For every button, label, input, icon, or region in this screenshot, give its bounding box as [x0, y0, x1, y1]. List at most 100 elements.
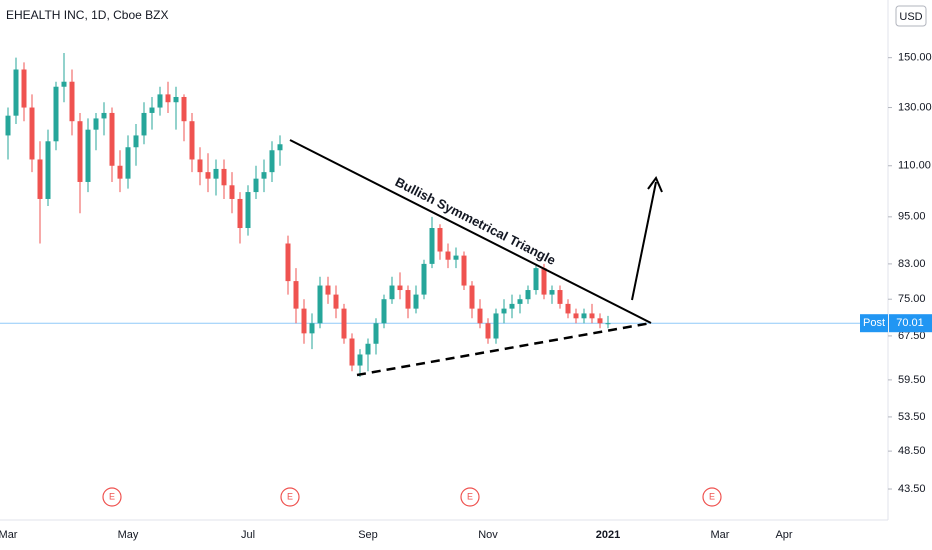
- candle-body: [301, 308, 307, 334]
- candle-body: [269, 150, 275, 173]
- candle-body: [213, 168, 219, 179]
- currency-box[interactable]: [895, 5, 927, 27]
- earnings-marker: [102, 487, 122, 507]
- candle-body: [13, 69, 19, 116]
- candle-body: [53, 86, 59, 142]
- candle-body: [413, 294, 419, 309]
- candle-body: [61, 81, 67, 87]
- candle-body: [69, 81, 75, 122]
- candle-body: [253, 178, 259, 193]
- candle-body: [365, 343, 371, 355]
- y-tick-label: 43.50: [898, 483, 926, 495]
- candle-body: [373, 323, 379, 344]
- post-label-box: [860, 314, 888, 333]
- y-tick-label: 53.50: [898, 411, 926, 423]
- price-label-box: [889, 314, 932, 333]
- candle-body: [29, 107, 35, 160]
- candle-body: [5, 115, 11, 136]
- candle-body: [501, 308, 507, 314]
- candle-body: [293, 281, 299, 309]
- candle-body: [485, 323, 491, 339]
- candle-body: [109, 112, 115, 166]
- candle-body: [309, 323, 315, 334]
- candle-body: [421, 263, 427, 295]
- candle-body: [85, 129, 91, 182]
- candle-body: [533, 268, 539, 291]
- candle-body: [173, 96, 179, 103]
- candle-body: [445, 251, 451, 260]
- candle-body: [597, 318, 603, 324]
- candle-body: [325, 285, 331, 295]
- candle-body: [285, 243, 291, 282]
- candle-body: [317, 285, 323, 324]
- post-label: Post: [863, 317, 885, 329]
- x-tick-label: Mar: [0, 529, 18, 541]
- candle-body: [125, 147, 131, 179]
- y-tick-label: 150.00: [898, 52, 932, 64]
- y-tick-label: 83.00: [898, 258, 926, 270]
- candle-body: [389, 285, 395, 300]
- candle-body: [477, 308, 483, 324]
- candle-body: [245, 192, 251, 229]
- arrow-head: [647, 175, 663, 193]
- plot: [0, 53, 888, 377]
- x-tick-label: Mar: [711, 529, 730, 541]
- candle-body: [117, 165, 123, 179]
- candle-body: [581, 313, 587, 319]
- candle-body: [493, 313, 499, 339]
- candle-body: [429, 228, 435, 264]
- candle-body: [333, 294, 339, 309]
- candle-body: [589, 313, 595, 319]
- candle-body: [45, 141, 51, 199]
- candle-body: [557, 290, 563, 304]
- candle-body: [157, 94, 163, 108]
- x-tick-label: Apr: [775, 529, 792, 541]
- y-tick-label: 75.00: [898, 293, 926, 305]
- candle-body: [525, 290, 531, 300]
- candle-body: [469, 285, 475, 309]
- y-tick-label: 95.00: [898, 211, 926, 223]
- candle-body: [101, 112, 107, 119]
- candle-body: [229, 185, 235, 199]
- candle-body: [277, 144, 283, 151]
- breakout-arrow: [631, 181, 657, 301]
- chart-title: EHEALTH INC, 1D, Cboe BZX: [6, 8, 169, 22]
- x-tick-label: May: [118, 529, 139, 541]
- candle-body: [605, 323, 611, 325]
- earnings-marker: [702, 487, 722, 507]
- x-tick-label: Nov: [478, 529, 498, 541]
- candle-body: [149, 107, 155, 113]
- candle-body: [181, 96, 187, 122]
- earnings-label: E: [109, 491, 115, 501]
- candle-body: [405, 290, 411, 309]
- candle-body: [77, 121, 83, 182]
- y-tick-label: 48.50: [898, 445, 926, 457]
- candle-body: [165, 94, 171, 103]
- candle-body: [517, 299, 523, 304]
- x-tick-label: Jul: [241, 529, 255, 541]
- candle-body: [261, 172, 267, 179]
- earnings-label: E: [467, 491, 473, 501]
- candle-body: [141, 112, 147, 136]
- x-tick-label: 2021: [596, 529, 620, 541]
- currency[interactable]: USD: [899, 11, 922, 23]
- x-tick-label: Sep: [358, 529, 378, 541]
- y-tick-label: 67.50: [898, 330, 926, 342]
- earnings-label: E: [709, 491, 715, 501]
- y-tick-label: 130.00: [898, 101, 932, 113]
- candle-body: [189, 121, 195, 160]
- upper-trendline: [289, 139, 652, 324]
- candle-body: [357, 354, 363, 366]
- candle-body: [453, 255, 459, 260]
- earnings-marker: [460, 487, 480, 507]
- candle-body: [549, 290, 555, 295]
- earnings-marker: [280, 487, 300, 507]
- y-tick-label: 59.50: [898, 374, 926, 386]
- candle-body: [349, 338, 355, 366]
- earnings-label: E: [287, 491, 293, 501]
- price-label: 70.01: [896, 317, 924, 329]
- candle-body: [205, 172, 211, 179]
- candle-body: [573, 313, 579, 319]
